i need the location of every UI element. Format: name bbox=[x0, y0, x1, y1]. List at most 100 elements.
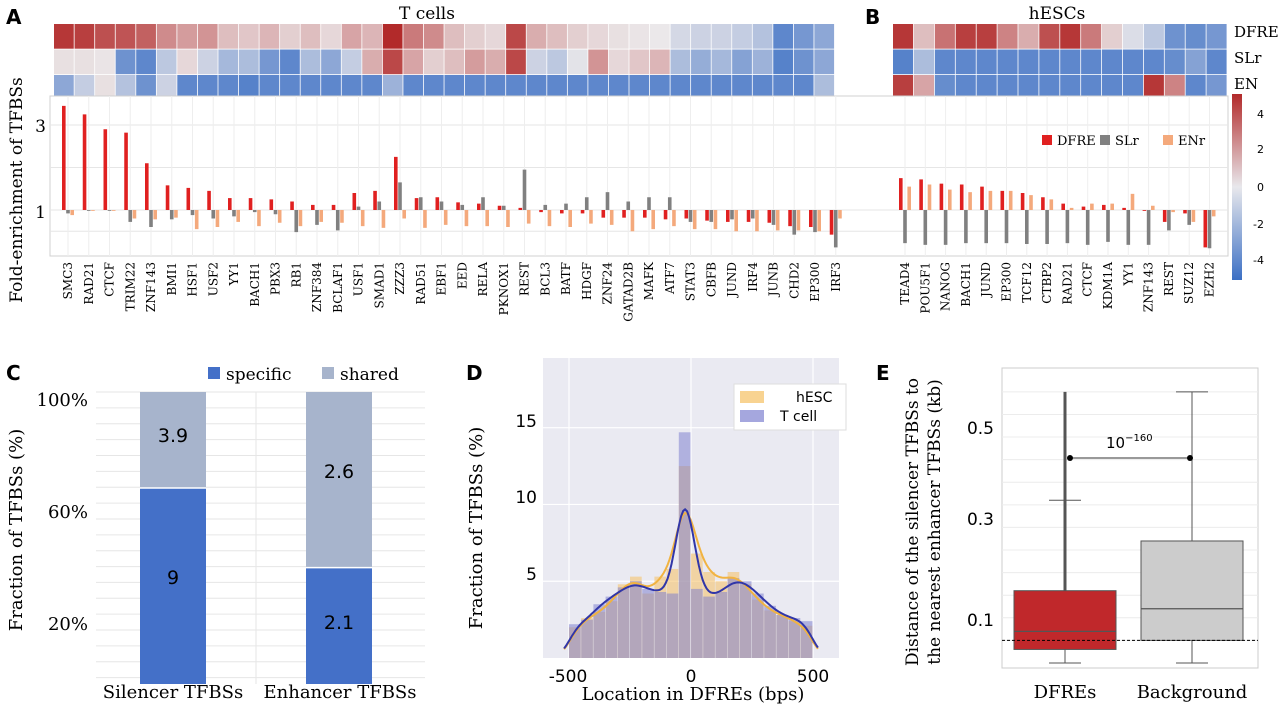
heatmap-title-hescs: hESCs bbox=[1029, 4, 1086, 24]
bar-slr bbox=[984, 210, 988, 244]
heatmap-cell bbox=[588, 24, 609, 49]
heatmap-cell bbox=[547, 49, 567, 75]
bar-enr bbox=[526, 210, 531, 224]
heatmap-cell bbox=[341, 24, 362, 49]
heatmap-cell bbox=[629, 49, 650, 75]
heatmap-cell bbox=[526, 49, 547, 75]
heatmap-cell bbox=[444, 75, 465, 100]
bar-dfre bbox=[1203, 210, 1208, 248]
bar-dfre bbox=[767, 210, 772, 223]
heatmap-cell bbox=[403, 49, 424, 75]
panel-c-label-silencer-specific: 9 bbox=[167, 567, 179, 589]
bar-dfre bbox=[622, 210, 626, 218]
heatmap-cell bbox=[567, 49, 588, 75]
heatmap-cell bbox=[588, 75, 609, 100]
bar-dfre bbox=[1081, 206, 1086, 210]
barchart-xtick-label: YY1 bbox=[227, 262, 241, 286]
heatmap-cell bbox=[1102, 24, 1123, 49]
panel-e-box-background bbox=[1140, 540, 1244, 641]
bar-slr bbox=[564, 203, 568, 210]
heatmap-cell bbox=[997, 49, 1018, 75]
heatmap-cell bbox=[567, 75, 588, 100]
bar-enr bbox=[70, 210, 74, 216]
bar-enr bbox=[1211, 210, 1216, 217]
bar-slr bbox=[232, 210, 236, 217]
bar-enr bbox=[464, 210, 469, 227]
heatmap-cell bbox=[259, 24, 280, 49]
heatmap-cell bbox=[1164, 49, 1185, 75]
barchart-xtick-label: JUND bbox=[979, 262, 993, 299]
heatmap-cell bbox=[1060, 49, 1081, 75]
bar-enr bbox=[734, 210, 738, 232]
heatmap-cell bbox=[321, 24, 341, 49]
bar-slr bbox=[667, 197, 672, 210]
barchart-xtick-label: TEAD4 bbox=[898, 262, 912, 305]
heatmap-cell bbox=[608, 75, 629, 100]
panel-d-bin-tcell bbox=[691, 588, 703, 658]
barchart-xtick-label: CTCF bbox=[1081, 262, 1095, 297]
heatmap-cell bbox=[526, 75, 547, 100]
bar-dfre bbox=[829, 210, 834, 235]
bar-enr bbox=[360, 210, 365, 227]
barchart-xtick-label: ATF7 bbox=[663, 262, 677, 295]
heatmap-cell bbox=[259, 49, 280, 75]
heatmap-cell bbox=[485, 75, 506, 100]
bar-enr bbox=[692, 210, 697, 230]
barchart-xtick-label: KDM1A bbox=[1101, 262, 1115, 310]
bar-slr bbox=[750, 210, 755, 219]
panel-e-xlabel-background: Background bbox=[1137, 682, 1248, 703]
heatmap-cell bbox=[1039, 75, 1060, 100]
heatmap-cell bbox=[997, 75, 1018, 100]
barchart-xtick-label: BMI1 bbox=[165, 262, 179, 295]
barchart-xtick-label: EP300 bbox=[1000, 262, 1014, 302]
barchart-xtick-label: YY1 bbox=[1121, 262, 1135, 286]
bar-enr bbox=[443, 210, 448, 225]
panel-d-legend-swatch-hesc bbox=[740, 391, 764, 403]
heatmap-cell bbox=[1143, 24, 1164, 49]
heatmap-cell bbox=[814, 75, 835, 100]
heatmap-cell bbox=[893, 75, 914, 100]
legend-label-enr: ENr bbox=[1178, 134, 1206, 149]
bar-enr bbox=[672, 210, 676, 227]
heatmap-cell bbox=[752, 75, 773, 100]
bar-dfre bbox=[145, 163, 149, 210]
heatmap-cell bbox=[649, 75, 670, 100]
bar-slr bbox=[543, 204, 548, 210]
heatmap-cell bbox=[1122, 24, 1143, 49]
barchart-xtick-label: PKNOX1 bbox=[497, 262, 511, 315]
heatmap-cell bbox=[382, 49, 403, 75]
barchart-xtick-label: JUNB bbox=[767, 262, 781, 298]
bar-dfre bbox=[539, 210, 543, 213]
bar-enr bbox=[298, 210, 303, 227]
bar-dfre bbox=[373, 190, 377, 210]
bar-chart-fold-enrichment: SMC3 RAD21 CTCF TRIM22 ZNF143 BMI1 HSF1 USF2 YY1… bbox=[49, 95, 1229, 322]
bar-slr bbox=[771, 210, 776, 225]
bar-dfre bbox=[643, 210, 647, 218]
bar-dfre bbox=[82, 114, 87, 210]
bar-slr bbox=[1187, 210, 1191, 225]
barchart-xtick-label: ZNF143 bbox=[144, 262, 158, 312]
bar-slr bbox=[1045, 210, 1049, 244]
colorbar-tick-4: 4 bbox=[1257, 108, 1264, 121]
panel-d-bin-tcell bbox=[752, 593, 764, 658]
heatmap-cell bbox=[1143, 49, 1164, 75]
bar-dfre bbox=[186, 187, 191, 210]
heatmap-cell bbox=[280, 24, 300, 49]
bar-slr bbox=[626, 201, 631, 210]
legend-swatch-dfre bbox=[1042, 135, 1052, 145]
heatmap-cell bbox=[280, 49, 300, 75]
heatmap-cell bbox=[649, 24, 670, 49]
heatmap-cell bbox=[95, 49, 115, 75]
heatmap-cell bbox=[1060, 75, 1081, 100]
panel-c-xlabel-enhancer: Enhancer TFBSs bbox=[264, 682, 417, 703]
heatmap-cell bbox=[95, 75, 115, 100]
heatmap-cell bbox=[893, 49, 914, 75]
heatmap-cell bbox=[649, 49, 670, 75]
heatmap-cell bbox=[1185, 24, 1206, 49]
heatmap-cell bbox=[136, 49, 156, 75]
panel-d-ylabel: Fraction of TFBSs (%) bbox=[466, 427, 487, 629]
heatmap-cell bbox=[444, 49, 465, 75]
bar-dfre bbox=[809, 210, 813, 227]
barchart-xtick-label: TRIM22 bbox=[123, 262, 137, 311]
bar-slr bbox=[943, 210, 948, 245]
